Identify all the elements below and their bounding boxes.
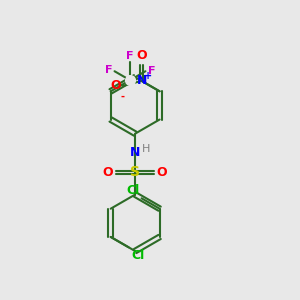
Text: F: F [148,66,155,76]
Text: S: S [130,165,140,179]
Text: O: O [157,166,167,179]
Text: O: O [136,49,147,62]
Text: O: O [103,166,113,179]
Text: H: H [142,144,150,154]
Text: Cl: Cl [126,184,139,197]
Text: F: F [105,65,112,75]
Text: -: - [121,92,125,102]
Text: N: N [130,146,140,160]
Text: +: + [144,70,152,80]
Text: Cl: Cl [131,249,144,262]
Text: N: N [136,74,147,87]
Text: O: O [110,80,121,92]
Text: F: F [126,51,134,61]
